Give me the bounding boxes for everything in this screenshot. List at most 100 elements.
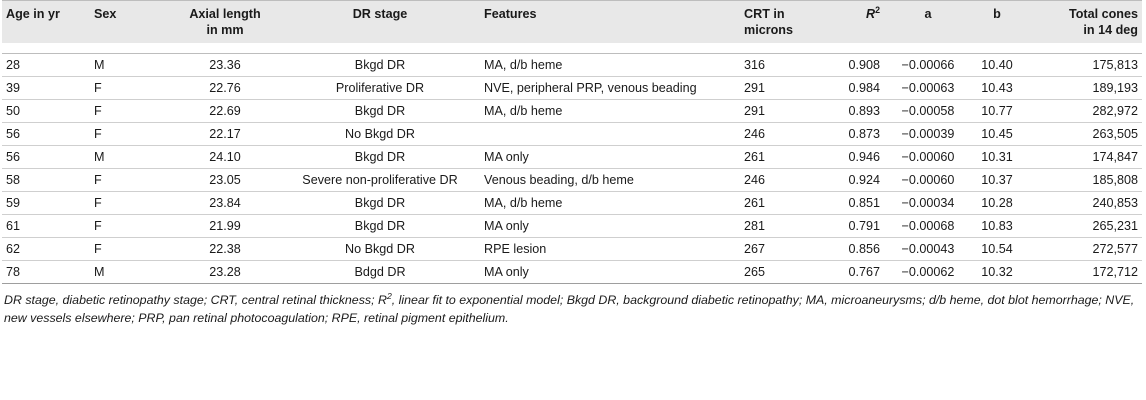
header-dr-stage: DR stage (280, 0, 480, 44)
cell-b: 10.37 (972, 168, 1022, 193)
cell-b: 10.45 (972, 122, 1022, 147)
header-row: Age in yr Sex Axial length in mm DR stage… (2, 0, 1142, 44)
cell-total-cones: 263,505 (1022, 122, 1142, 147)
cell-dr-stage: Bkgd DR (280, 191, 480, 216)
header-sex: Sex (90, 0, 170, 44)
header-axial-length: Axial length in mm (170, 0, 280, 44)
cell-crt: 316 (740, 53, 818, 78)
cell-dr-stage: Proliferative DR (280, 76, 480, 101)
cell-features: MA only (480, 214, 740, 239)
cell-axial-length: 23.28 (170, 260, 280, 285)
cell-axial-length: 21.99 (170, 214, 280, 239)
cell-r-squared: 0.893 (818, 99, 884, 124)
cell-crt: 246 (740, 168, 818, 193)
cell-features (480, 122, 740, 147)
cell-r-squared: 0.791 (818, 214, 884, 239)
cell-axial-length: 22.69 (170, 99, 280, 124)
cell-features: Venous beading, d/b heme (480, 168, 740, 193)
header-crt: CRT in microns (740, 0, 818, 44)
table-row: 50 F 22.69 Bkgd DR MA, d/b heme 291 0.893 −0.00… (2, 99, 1142, 124)
cell-a: −0.00062 (884, 260, 972, 285)
cell-age: 61 (2, 214, 90, 239)
cell-dr-stage: Bkgd DR (280, 99, 480, 124)
cell-age: 59 (2, 191, 90, 216)
table-body: 28 M 23.36 Bkgd DR MA, d/b heme 316 0.908 −0.00… (2, 43, 1142, 285)
table-row: 62 F 22.38 No Bkgd DR RPE lesion 267 0.856 −0.0… (2, 237, 1142, 262)
cell-b: 10.32 (972, 260, 1022, 285)
header-spacer (2, 43, 1142, 54)
cell-total-cones: 174,847 (1022, 145, 1142, 170)
cell-sex: F (90, 168, 170, 193)
cell-age: 50 (2, 99, 90, 124)
cell-a: −0.00063 (884, 76, 972, 101)
cell-r-squared: 0.908 (818, 53, 884, 78)
patient-data-table: Age in yr Sex Axial length in mm DR stage… (2, 0, 1142, 285)
header-r-squared: R2 (818, 0, 884, 44)
cell-crt: 246 (740, 122, 818, 147)
cell-axial-length: 23.05 (170, 168, 280, 193)
table-row: 39 F 22.76 Proliferative DR NVE, peripheral … (2, 76, 1142, 101)
cell-sex: F (90, 214, 170, 239)
cell-total-cones: 185,808 (1022, 168, 1142, 193)
cell-age: 56 (2, 122, 90, 147)
cell-crt: 291 (740, 99, 818, 124)
table-row: 59 F 23.84 Bkgd DR MA, d/b heme 261 0.851 −0.00… (2, 191, 1142, 216)
cell-dr-stage: No Bkgd DR (280, 122, 480, 147)
header-b: b (972, 0, 1022, 44)
table-row: 58 F 23.05 Severe non-proliferative DR Venou… (2, 168, 1142, 193)
cell-sex: F (90, 76, 170, 101)
cell-features: MA only (480, 145, 740, 170)
table-row: 78 M 23.28 Bdgd DR MA only 265 0.767 −0.00062 10… (2, 260, 1142, 285)
cell-b: 10.28 (972, 191, 1022, 216)
cell-axial-length: 24.10 (170, 145, 280, 170)
cell-sex: M (90, 145, 170, 170)
cell-a: −0.00060 (884, 168, 972, 193)
cell-r-squared: 0.851 (818, 191, 884, 216)
cell-crt: 291 (740, 76, 818, 101)
cell-b: 10.40 (972, 53, 1022, 78)
header-total-cones: Total cones in 14 deg (1022, 0, 1142, 44)
cell-age: 58 (2, 168, 90, 193)
cell-sex: M (90, 260, 170, 285)
cell-total-cones: 265,231 (1022, 214, 1142, 239)
cell-dr-stage: Bkgd DR (280, 145, 480, 170)
cell-a: −0.00068 (884, 214, 972, 239)
cell-dr-stage: Bkgd DR (280, 214, 480, 239)
cell-sex: F (90, 237, 170, 262)
cell-total-cones: 172,712 (1022, 260, 1142, 285)
table-row: 56 M 24.10 Bkgd DR MA only 261 0.946 −0.00060 10… (2, 145, 1142, 170)
cell-a: −0.00066 (884, 53, 972, 78)
cell-sex: M (90, 53, 170, 78)
header-features: Features (480, 0, 740, 44)
cell-axial-length: 23.36 (170, 53, 280, 78)
cell-a: −0.00039 (884, 122, 972, 147)
cell-features: RPE lesion (480, 237, 740, 262)
cell-age: 39 (2, 76, 90, 101)
cell-axial-length: 22.76 (170, 76, 280, 101)
cell-a: −0.00043 (884, 237, 972, 262)
cell-b: 10.43 (972, 76, 1022, 101)
cell-b: 10.31 (972, 145, 1022, 170)
cell-axial-length: 22.38 (170, 237, 280, 262)
cell-crt: 267 (740, 237, 818, 262)
cell-age: 78 (2, 260, 90, 285)
cell-sex: F (90, 99, 170, 124)
cell-axial-length: 23.84 (170, 191, 280, 216)
header-age: Age in yr (2, 0, 90, 44)
cell-a: −0.00058 (884, 99, 972, 124)
cell-a: −0.00060 (884, 145, 972, 170)
cell-features: NVE, peripheral PRP, venous beading (480, 76, 740, 101)
cell-r-squared: 0.856 (818, 237, 884, 262)
table-row: 61 F 21.99 Bkgd DR MA only 281 0.791 −0.00068 10… (2, 214, 1142, 239)
cell-r-squared: 0.924 (818, 168, 884, 193)
cell-crt: 261 (740, 145, 818, 170)
cell-b: 10.83 (972, 214, 1022, 239)
cell-dr-stage: Bdgd DR (280, 260, 480, 285)
cell-total-cones: 282,972 (1022, 99, 1142, 124)
cell-total-cones: 175,813 (1022, 53, 1142, 78)
table-header: Age in yr Sex Axial length in mm DR stage… (2, 0, 1142, 44)
cell-r-squared: 0.984 (818, 76, 884, 101)
cell-sex: F (90, 122, 170, 147)
cell-r-squared: 0.873 (818, 122, 884, 147)
